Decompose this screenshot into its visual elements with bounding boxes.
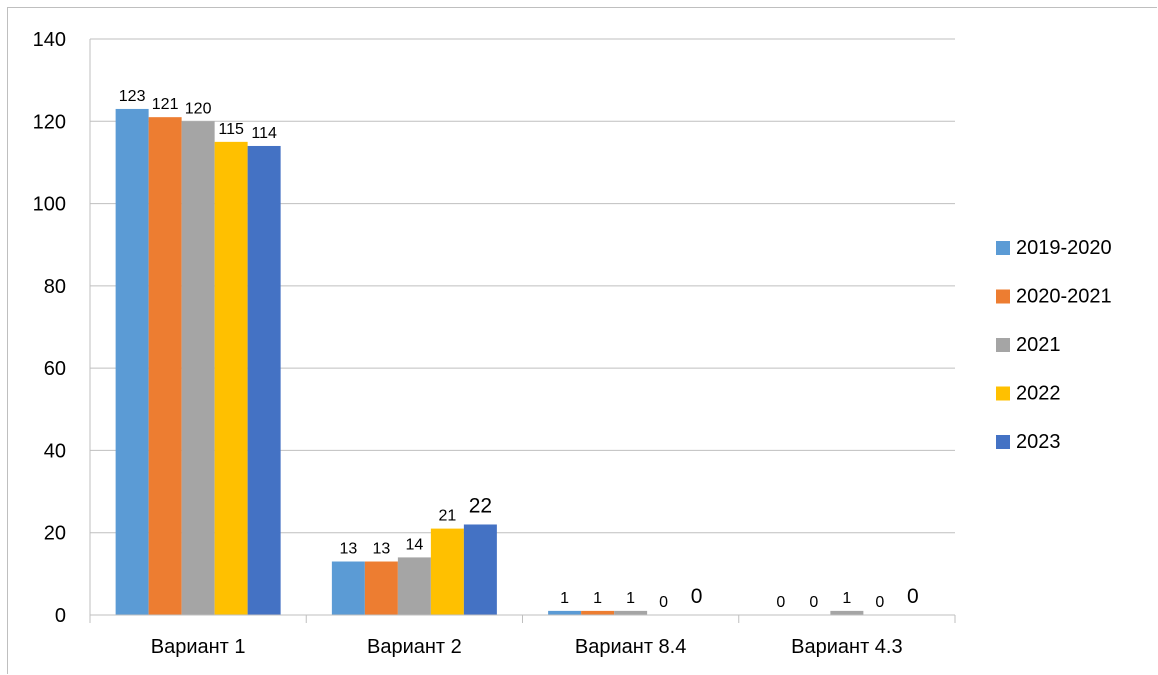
data-label: 14 [405,536,423,553]
bar-2019-2020-2 [548,610,582,615]
bar-2022-1 [430,528,464,615]
bar-2019-2020-1 [331,561,365,615]
bar-2020-2021-0 [148,117,182,616]
legend-label: 2022 [1016,383,1061,405]
legend-swatch [996,386,1010,401]
data-label: 121 [152,96,179,113]
x-tick-label: Вариант 2 [367,636,462,658]
y-tick-label: 100 [33,194,66,216]
legend-label: 2019-2020 [1016,237,1112,259]
data-label: 1 [626,590,635,607]
bar-2023-1 [463,524,497,615]
y-tick-label: 20 [44,523,66,545]
x-tick-label: Вариант 8.4 [575,636,686,658]
data-label: 123 [119,88,146,105]
data-label: 0 [691,585,703,608]
chart-frame [7,7,1157,674]
data-label: 0 [659,594,668,611]
bar-2019-2020-0 [115,108,149,615]
legend-label: 2020-2021 [1016,286,1112,308]
x-tick-label: Вариант 4.3 [791,636,902,658]
data-label: 13 [372,541,390,558]
legend-swatch [996,435,1010,449]
data-label: 1 [560,590,569,607]
data-label: 120 [185,100,212,117]
data-label: 114 [251,125,277,142]
data-label: 13 [339,541,357,558]
data-label: 0 [809,594,818,611]
y-axis-ticks: 0 20 40 60 80 100 120 140 [33,29,66,627]
y-tick-label: 0 [55,605,66,627]
legend-swatch [996,289,1010,304]
bar-2023-0 [247,145,281,615]
data-label: 0 [776,594,785,611]
legend-swatch [996,241,1010,255]
legend-swatch [996,338,1010,352]
bars [115,108,864,616]
legend: 2019-2020 2020-2021 2021 2022 2023 [996,237,1112,453]
data-label: 21 [438,508,456,525]
y-tick-label: 60 [44,358,66,380]
data-label: 0 [875,594,884,611]
data-label: 1 [842,590,851,607]
bar-2020-2021-2 [581,610,615,615]
legend-label: 2023 [1016,431,1061,453]
y-tick-label: 120 [33,111,66,133]
data-label: 0 [907,585,919,608]
bar-2021-1 [397,557,431,615]
data-label: 115 [218,121,244,138]
legend-label: 2021 [1016,334,1061,356]
x-tick-label: Вариант 1 [151,636,246,658]
bar-2021-3 [830,610,864,615]
bar-2022-0 [214,141,248,615]
bar-2021-2 [614,610,648,615]
data-labels: 123 121 120 115 114 13 13 14 21 22 1 1 1 0 0 0 0 1 0 0 [119,88,919,611]
bar-2021-0 [181,121,215,616]
x-axis: Вариант 1 Вариант 2 Вариант 8.4 Вариант 4.3 [89,614,956,658]
y-tick-label: 80 [44,276,66,298]
data-label: 22 [469,494,492,517]
bar-2020-2021-1 [364,561,398,615]
y-tick-label: 40 [44,440,66,462]
y-tick-label: 140 [33,29,66,51]
data-label: 1 [593,590,602,607]
